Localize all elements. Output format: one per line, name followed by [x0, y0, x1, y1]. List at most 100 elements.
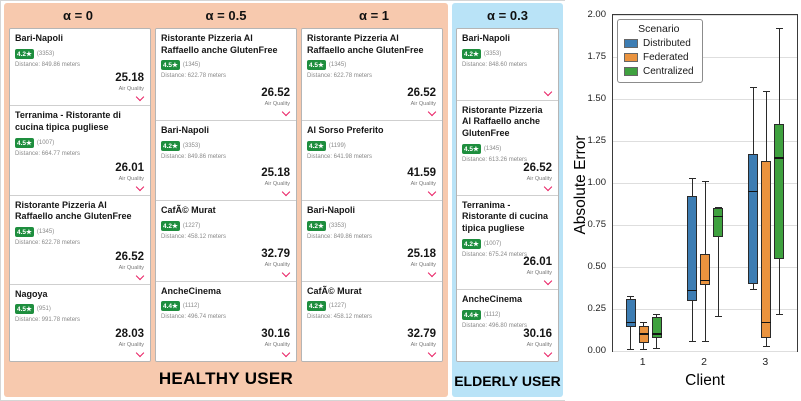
- score-metric: Air Quality: [264, 101, 290, 108]
- legend-item-distributed: Distributed: [624, 38, 694, 49]
- restaurant-name: Bari-Napoli: [161, 125, 210, 136]
- distributed-swatch: [624, 39, 638, 48]
- recommendation-columns: Bari-Napoli 4.2★ (3353) Distance: 849.86…: [9, 28, 443, 362]
- score-metric: Air Quality: [264, 181, 290, 188]
- score-value: 30.16: [523, 328, 552, 340]
- chevron-down-icon[interactable]: [543, 182, 553, 191]
- rating-badge: 4.2★: [15, 48, 34, 59]
- rating-badge: 4.5★: [462, 143, 481, 154]
- score-block: 26.52 Air Quality: [115, 251, 144, 271]
- rating-row: 4.5★ (1345): [462, 143, 553, 154]
- restaurant-card[interactable]: Ristorante Pizzeria Al Raffaello anche G…: [302, 29, 442, 122]
- chevron-down-icon[interactable]: [135, 93, 145, 102]
- restaurant-card[interactable]: Bari-Napoli 4.2★ (3353) Distance: 848.60…: [457, 29, 558, 101]
- restaurant-card[interactable]: CafÃ© Murat 4.2★ (1227) Distance: 458.12…: [302, 281, 442, 361]
- score-block: 26.52 Air Quality: [523, 162, 552, 182]
- y-tick-label: 1.25: [587, 135, 607, 146]
- chevron-down-icon[interactable]: [281, 188, 291, 197]
- rating-badge: 4.2★: [462, 48, 481, 59]
- rating-badge: 4.5★: [15, 137, 34, 148]
- median-line: [761, 321, 772, 324]
- distance-label: Distance: 675.24 meters: [462, 251, 528, 258]
- restaurant-card[interactable]: AncheCinema 4.4★ (1112) Distance: 496.74…: [156, 281, 296, 361]
- distance-label: Distance: 991.78 meters: [15, 317, 81, 324]
- federated-swatch: [624, 53, 638, 62]
- review-count: (3353): [483, 50, 502, 57]
- score-metric: Air Quality: [118, 342, 144, 348]
- score-value: 26.52: [407, 87, 436, 100]
- legend-item-centralized: Centralized: [624, 66, 694, 77]
- rating-row: 4.2★ (1227): [161, 221, 291, 232]
- recommendation-column-alpha-1: Ristorante Pizzeria Al Raffaello anche G…: [301, 28, 443, 362]
- distance-label: Distance: 458.12 meters: [161, 234, 227, 241]
- restaurant-card[interactable]: Ristorante Pizzeria Al Raffaello anche G…: [10, 195, 150, 285]
- chevron-down-icon[interactable]: [427, 348, 437, 358]
- x-axis-label: Client: [685, 372, 725, 389]
- score-value: 26.52: [261, 87, 290, 100]
- whisker-cap: [640, 349, 648, 351]
- score-metric: Air Quality: [526, 175, 552, 182]
- distance-label: Distance: 664.77 meters: [15, 150, 81, 157]
- review-count: (3353): [182, 142, 201, 149]
- rating-badge: 4.2★: [462, 238, 481, 249]
- rating-row: 4.2★ (3353): [307, 221, 437, 232]
- chevron-down-icon[interactable]: [427, 107, 437, 117]
- alpha-label-05: α = 0.5: [205, 8, 247, 23]
- restaurant-name: Terranima - Ristorante di cucina tipica …: [15, 110, 121, 133]
- median-line: [748, 190, 759, 193]
- recommendation-column-alpha-05: Ristorante Pizzeria Al Raffaello anche G…: [155, 28, 297, 362]
- rating-badge: 4.2★: [161, 221, 180, 232]
- y-tick-label: 2.00: [587, 9, 607, 20]
- chevron-down-icon[interactable]: [543, 87, 553, 96]
- restaurant-card[interactable]: Bari-Napoli 4.2★ (3353) Distance: 849.86…: [10, 29, 150, 107]
- score-block: 25.18 Air Quality: [407, 248, 436, 268]
- restaurant-name: Bari-Napoli: [462, 33, 511, 43]
- score-metric: Air Quality: [118, 264, 144, 271]
- review-count: (951): [36, 306, 51, 313]
- whisker-cap: [701, 340, 709, 342]
- whisker-cap: [640, 322, 648, 324]
- review-count: (1007): [483, 240, 502, 247]
- restaurant-card[interactable]: Ristorante Pizzeria Al Raffaello anche G…: [156, 29, 296, 122]
- chevron-down-icon[interactable]: [543, 277, 553, 286]
- median-line: [713, 215, 723, 218]
- gridline: [613, 15, 797, 16]
- chevron-down-icon[interactable]: [135, 182, 145, 191]
- restaurant-card[interactable]: Nagoya 4.5★ (951) Distance: 991.78 meter…: [10, 284, 150, 361]
- chevron-down-icon[interactable]: [281, 348, 291, 358]
- rating-row: 4.2★ (1007): [462, 238, 553, 249]
- chevron-down-icon[interactable]: [281, 268, 291, 277]
- restaurant-card[interactable]: AncheCinema 4.4★ (1112) Distance: 496.80…: [457, 290, 558, 361]
- chevron-down-icon[interactable]: [427, 188, 437, 197]
- chevron-down-icon[interactable]: [427, 268, 437, 277]
- restaurant-card[interactable]: CafÃ© Murat 4.2★ (1227) Distance: 458.12…: [156, 201, 296, 282]
- rating-row: 4.5★ (1345): [307, 60, 437, 71]
- score-block: 41.59 Air Quality: [407, 167, 436, 187]
- review-count: (3353): [328, 223, 347, 230]
- restaurant-name: Ristorante Pizzeria Al Raffaello anche G…: [462, 104, 543, 138]
- chevron-down-icon[interactable]: [281, 107, 291, 117]
- chevron-down-icon[interactable]: [135, 271, 145, 280]
- rating-badge: 4.5★: [307, 60, 326, 71]
- whisker-cap: [627, 349, 635, 351]
- review-count: (1007): [36, 139, 55, 146]
- centralized-swatch: [624, 67, 638, 76]
- restaurant-card[interactable]: Terranima - Ristorante di cucina tipica …: [457, 195, 558, 291]
- restaurant-card[interactable]: Bari-Napoli 4.2★ (3353) Distance: 849.86…: [302, 201, 442, 282]
- chevron-down-icon[interactable]: [543, 348, 553, 358]
- restaurant-name: Nagoya: [15, 288, 48, 299]
- review-count: (1112): [182, 303, 200, 310]
- whisker-cap: [762, 345, 770, 347]
- distance-label: Distance: 849.86 meters: [15, 61, 81, 68]
- score-block: 32.79 Air Quality: [407, 328, 436, 348]
- restaurant-card[interactable]: Al Sorso Preferito 4.2★ (1199) Distance:…: [302, 121, 442, 202]
- restaurant-card[interactable]: Terranima - Ristorante di cucina tipica …: [10, 106, 150, 196]
- restaurant-card[interactable]: Bari-Napoli 4.2★ (3353) Distance: 849.86…: [156, 121, 296, 202]
- restaurant-name: AncheCinema: [161, 285, 222, 296]
- restaurant-card[interactable]: Ristorante Pizzeria Al Raffaello anche G…: [457, 100, 558, 196]
- whisker-cap: [775, 28, 783, 30]
- score-value: 25.18: [115, 72, 144, 85]
- legend-title: Scenario: [638, 23, 680, 35]
- chevron-down-icon[interactable]: [135, 348, 145, 358]
- score-block: 26.01 Air Quality: [523, 256, 552, 276]
